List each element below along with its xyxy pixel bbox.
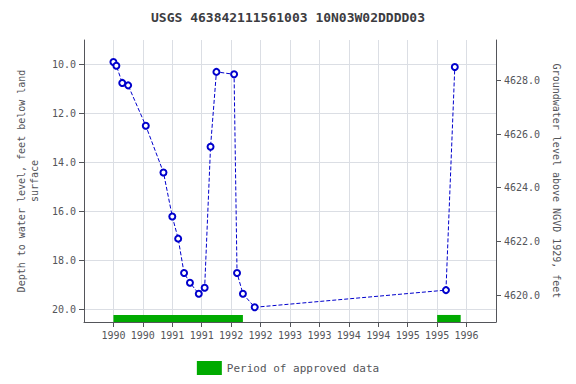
svg-text:1993: 1993 — [307, 330, 331, 341]
svg-text:Depth to water level, feet bel: Depth to water level, feet below land — [16, 70, 27, 293]
svg-text:4624.0: 4624.0 — [504, 182, 540, 193]
svg-text:20.0: 20.0 — [52, 304, 76, 315]
svg-text:10.0: 10.0 — [52, 59, 76, 70]
svg-text:1990: 1990 — [101, 330, 125, 341]
svg-text:4628.0: 4628.0 — [504, 75, 540, 86]
svg-text:14.0: 14.0 — [52, 157, 76, 168]
svg-text:1991: 1991 — [190, 330, 214, 341]
svg-text:1995: 1995 — [425, 330, 449, 341]
svg-text:1992: 1992 — [249, 330, 273, 341]
svg-text:18.0: 18.0 — [52, 255, 76, 266]
svg-text:1991: 1991 — [160, 330, 184, 341]
svg-text:1994: 1994 — [337, 330, 361, 341]
svg-text:USGS 463842111561003 10N03W02D: USGS 463842111561003 10N03W02DDDD03 — [151, 10, 425, 25]
svg-text:Groundwater level above NGVD 1: Groundwater level above NGVD 1929, feet — [551, 64, 562, 299]
svg-text:1992: 1992 — [219, 330, 243, 341]
svg-text:1990: 1990 — [131, 330, 155, 341]
svg-text:1996: 1996 — [455, 330, 479, 341]
svg-text:4626.0: 4626.0 — [504, 129, 540, 140]
svg-text:4622.0: 4622.0 — [504, 236, 540, 247]
svg-text:1994: 1994 — [366, 330, 390, 341]
svg-text:4620.0: 4620.0 — [504, 290, 540, 301]
svg-text:1993: 1993 — [278, 330, 302, 341]
svg-text:16.0: 16.0 — [52, 206, 76, 217]
svg-text:12.0: 12.0 — [52, 108, 76, 119]
svg-text:surface: surface — [29, 160, 40, 202]
svg-text:Period of approved data: Period of approved data — [227, 362, 379, 375]
svg-text:1995: 1995 — [396, 330, 420, 341]
